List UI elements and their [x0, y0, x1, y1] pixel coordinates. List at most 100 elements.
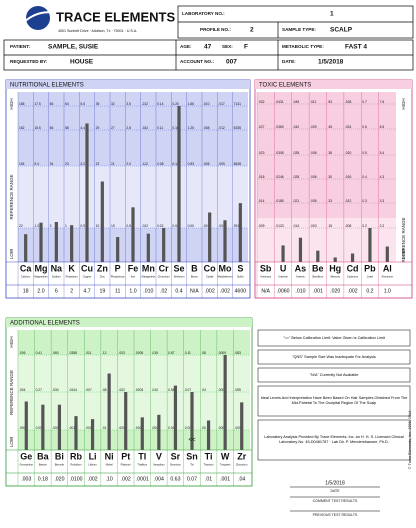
- element-symbol: Al: [383, 263, 392, 273]
- result-bar: [54, 222, 58, 262]
- element-symbol: Zr: [237, 451, 246, 461]
- result-bar: [131, 207, 135, 262]
- element-symbol: Cu: [81, 263, 93, 273]
- element-symbol: Sr: [171, 451, 181, 461]
- field-label: REQUESTED BY:: [10, 59, 48, 64]
- scale-value: .011: [85, 351, 91, 355]
- element-result: 0.2: [366, 288, 373, 294]
- low-label: LOW: [9, 248, 14, 259]
- scale-value: .000: [19, 426, 26, 430]
- result-bar: [333, 257, 337, 262]
- result-bar: [124, 392, 128, 450]
- scale-value: 0.2: [362, 224, 367, 228]
- scale-value: 32: [111, 102, 115, 106]
- element-name: Cobalt: [206, 275, 214, 279]
- note-box: [257, 367, 411, 383]
- panel-title-bar: [6, 80, 250, 89]
- scale-value: .0431: [275, 100, 283, 104]
- panel-title-bar: [255, 80, 412, 89]
- result-bar: [316, 250, 320, 262]
- result-bar: [57, 404, 62, 450]
- element-name: Bismuth: [55, 463, 65, 467]
- element-result: 19: [99, 288, 105, 294]
- scale-value: 0.7: [362, 100, 367, 104]
- element-name: Zirconium: [236, 463, 247, 467]
- scale-value: .008: [310, 151, 317, 155]
- scale-value: .004: [19, 388, 26, 392]
- scale-value: 0.00: [168, 426, 175, 430]
- element-name: Copper: [83, 275, 92, 279]
- logo-swoosh: [23, 11, 61, 23]
- scale-value: 2.2: [380, 224, 385, 228]
- element-symbol: Pt: [121, 451, 130, 461]
- scale-value: .010: [152, 388, 159, 392]
- element-name: Beryllium: [312, 275, 323, 279]
- element-result: 0.4: [175, 288, 182, 294]
- scale-value: 0.02: [157, 224, 164, 228]
- scale-value: 1.3: [34, 224, 39, 228]
- low-label: LOW: [9, 436, 14, 447]
- scale-value: 0.00: [36, 426, 43, 430]
- scale-value: .007: [85, 388, 92, 392]
- element-result: .020: [54, 476, 64, 482]
- scale-value: 17.5: [34, 102, 41, 106]
- element-name: Barium: [39, 463, 47, 467]
- scale-value: 15.5: [34, 126, 41, 130]
- scale-value: 2.0: [126, 162, 131, 166]
- field-value: 47: [204, 44, 212, 51]
- result-bar: [85, 123, 89, 262]
- element-symbol: Co: [204, 263, 216, 273]
- scale-value: 0.27: [36, 388, 43, 392]
- note-wrap: Ideal Levels And Interpretation Have Bee…: [261, 396, 408, 405]
- scale-value: .011: [310, 100, 316, 104]
- element-symbol: W: [221, 451, 230, 461]
- element-name: Sulfur: [237, 275, 244, 279]
- scale-value: .0000: [135, 426, 143, 430]
- scale-value: .014: [293, 224, 300, 228]
- scale-value: 0.11: [185, 351, 191, 355]
- element-symbol: Sb: [260, 263, 272, 273]
- panel-title: NUTRITIONAL ELEMENTS: [10, 83, 84, 89]
- scale-value: 0.41: [36, 351, 43, 355]
- element-symbol: Zn: [97, 263, 108, 273]
- scale-value: .005: [310, 199, 317, 203]
- field-label: PROFILE NO.:: [200, 27, 231, 32]
- element-name: Aluminum: [382, 275, 394, 279]
- scale-value: .008: [345, 224, 352, 228]
- scale-value: .000: [118, 426, 125, 430]
- element-symbol: Hg: [329, 263, 341, 273]
- note: "N/A" Currently Not Available: [309, 372, 359, 377]
- element-result: 0.18: [38, 476, 48, 482]
- note-box: [257, 419, 411, 461]
- element-symbol: Fe: [128, 263, 139, 273]
- footer-date-label: DATE: [330, 489, 340, 493]
- range-label: REFERENCE RANGE: [401, 217, 406, 262]
- element-symbol: P: [115, 263, 121, 273]
- scale-value: 5628: [234, 162, 242, 166]
- element-result: .02: [160, 288, 167, 294]
- scale-value: .53: [328, 100, 333, 104]
- scale-value: .08: [102, 388, 107, 392]
- scale-value: 6.5: [380, 125, 385, 129]
- scale-value: .0369: [275, 125, 283, 129]
- element-symbol: Cd: [347, 263, 359, 273]
- element-symbol: Mg: [35, 263, 48, 273]
- result-bar: [298, 237, 303, 262]
- scale-value: .000: [85, 426, 92, 430]
- element-result: 1.0: [129, 288, 136, 294]
- scale-value: .23: [328, 199, 333, 203]
- element-result: .0001: [136, 476, 149, 482]
- scale-value: .30: [328, 175, 333, 179]
- scale-value: .0185: [275, 199, 283, 203]
- field-value: F: [244, 44, 248, 51]
- scale-value: .0244: [69, 388, 77, 392]
- element-symbol: Ba: [37, 451, 49, 461]
- element-result: .010: [143, 288, 153, 294]
- scale-value: 22: [19, 224, 23, 228]
- scale-value: 34: [50, 162, 54, 166]
- scale-value: .0009: [218, 351, 226, 355]
- element-symbol: Ti: [205, 451, 213, 461]
- element-name: Platinum: [121, 463, 131, 467]
- scale-value: 0.5: [126, 224, 131, 228]
- element-result: 18: [23, 288, 29, 294]
